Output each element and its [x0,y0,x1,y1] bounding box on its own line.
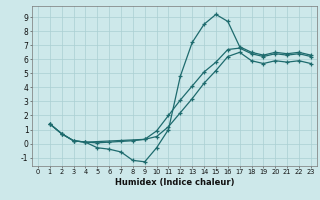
X-axis label: Humidex (Indice chaleur): Humidex (Indice chaleur) [115,178,234,187]
